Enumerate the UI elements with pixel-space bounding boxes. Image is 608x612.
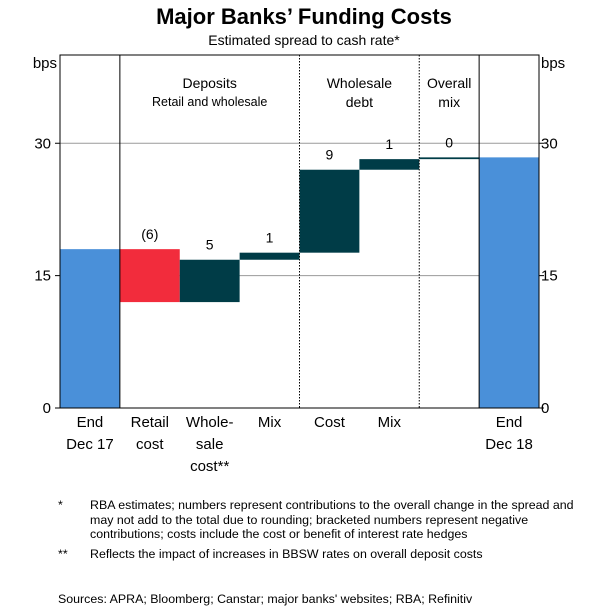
y-tick-label-left: 0 [43,400,51,417]
footnote-text: Reflects the impact of increases in BBSW… [90,546,483,561]
x-tick-label: Mix [378,414,402,431]
x-tick-label: Dec 18 [485,436,533,453]
data-label: 9 [326,147,334,163]
total-bar [60,249,120,408]
panel-title: debt [346,94,373,110]
y-axis-unit-right: bps [541,55,565,72]
data-label: 1 [266,230,274,246]
waterfall-bar [119,249,180,303]
x-tick-label: Cost [314,414,346,431]
y-tick-label-left: 30 [34,135,51,152]
panel-title: Deposits [182,75,236,91]
footnote: * RBA estimates; numbers represent contr… [58,498,598,542]
y-tick-label-right: 15 [541,268,558,285]
chart-title: Major Banks’ Funding Costs [156,4,452,29]
sources: Sources: APRA; Bloomberg; Canstar; major… [58,592,473,606]
footnote-mark: ** [58,546,68,561]
data-label: (6) [141,226,158,242]
footnote-text: RBA estimates; numbers represent contrib… [90,498,574,541]
data-label: 0 [445,134,453,150]
waterfall-bar [419,157,480,160]
x-tick-label: Dec 17 [66,436,114,453]
y-tick-label-right: 30 [541,135,558,152]
chart-subtitle: Estimated spread to cash rate* [208,32,400,48]
data-label: 5 [206,237,214,253]
footnotes: * RBA estimates; numbers represent contr… [58,498,598,566]
y-tick-label-left: 15 [34,268,51,285]
waterfall-bar [179,259,240,303]
panel-title: Wholesale [327,75,393,91]
data-label: 1 [385,136,393,152]
footnote-mark: * [58,498,63,512]
panel-title: mix [438,94,460,110]
waterfall-bar [239,252,300,260]
x-tick-label: cost [136,436,164,453]
y-axis-unit-left: bps [33,55,57,72]
x-tick-label: sale [196,436,224,453]
panel-title: Overall [427,75,471,91]
x-tick-label: End [77,414,104,431]
waterfall-bar [299,169,360,253]
x-tick-label: Retail [131,414,169,431]
plot-frame [59,54,540,409]
footnote: ** Reflects the impact of increases in B… [58,547,598,562]
y-tick-label-right: 0 [541,400,549,417]
x-tick-label: Whole- [186,414,234,431]
x-tick-label: Mix [258,414,282,431]
total-bar [479,157,539,408]
x-tick-label: cost** [190,458,229,475]
chart: Major Banks’ Funding Costs Estimated spre… [33,4,565,475]
waterfall-bar [359,159,420,170]
panel-subtitle: Retail and wholesale [152,95,267,109]
x-tick-label: End [496,414,523,431]
